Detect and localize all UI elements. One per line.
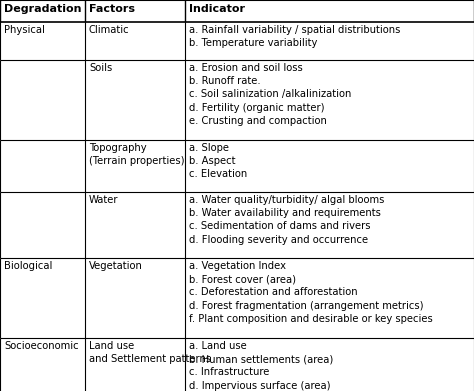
- Text: a. Rainfall variability / spatial distributions
b. Temperature variability: a. Rainfall variability / spatial distri…: [189, 25, 401, 48]
- Text: Biological: Biological: [4, 261, 52, 271]
- Text: a. Erosion and soil loss
b. Runoff rate.
c. Soil salinization /alkalinization
d.: a. Erosion and soil loss b. Runoff rate.…: [189, 63, 351, 126]
- Text: Factors: Factors: [89, 4, 135, 14]
- Text: a. Slope
b. Aspect
c. Elevation: a. Slope b. Aspect c. Elevation: [189, 143, 247, 179]
- Text: a. Land use
b. Human settlements (area)
c. Infrastructure
d. Impervious surface : a. Land use b. Human settlements (area) …: [189, 341, 333, 391]
- Text: Physical: Physical: [4, 25, 45, 35]
- Text: a. Water quality/turbidity/ algal blooms
b. Water availability and requirements
: a. Water quality/turbidity/ algal blooms…: [189, 195, 384, 245]
- Text: Climatic: Climatic: [89, 25, 129, 35]
- Text: Socioeconomic: Socioeconomic: [4, 341, 79, 351]
- Text: Soils: Soils: [89, 63, 112, 73]
- Text: Degradation: Degradation: [4, 4, 82, 14]
- Text: Land use
and Settlement patterns: Land use and Settlement patterns: [89, 341, 211, 364]
- Text: Water: Water: [89, 195, 118, 205]
- Text: Vegetation: Vegetation: [89, 261, 143, 271]
- Text: Indicator: Indicator: [189, 4, 245, 14]
- Text: Topography
(Terrain properties): Topography (Terrain properties): [89, 143, 184, 166]
- Text: a. Vegetation Index
b. Forest cover (area)
c. Deforestation and afforestation
d.: a. Vegetation Index b. Forest cover (are…: [189, 261, 433, 324]
